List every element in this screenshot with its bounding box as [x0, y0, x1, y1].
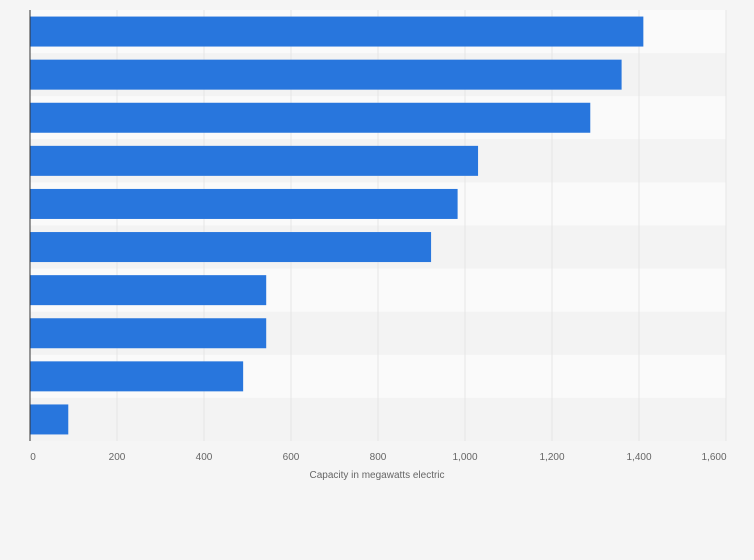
bar[interactable]: [30, 16, 644, 47]
x-tick-label: 1,200: [539, 452, 564, 463]
bar[interactable]: [30, 361, 244, 392]
bar[interactable]: [30, 318, 267, 349]
x-tick-label: 800: [370, 452, 387, 463]
x-tick-label: 1,400: [626, 452, 651, 463]
bar[interactable]: [30, 404, 69, 435]
x-axis-title: Capacity in megawatts electric: [309, 470, 444, 481]
bars: [30, 16, 644, 435]
bar[interactable]: [30, 59, 622, 90]
x-tick-label: 200: [109, 452, 126, 463]
bar[interactable]: [30, 102, 591, 133]
x-tick-label: 1,000: [452, 452, 477, 463]
x-tick-label: 600: [283, 452, 300, 463]
bar[interactable]: [30, 275, 267, 306]
x-tick-label: 0: [30, 452, 36, 463]
bar[interactable]: [30, 145, 479, 176]
x-tick-label: 1,600: [701, 452, 726, 463]
x-tick-labels: 0 200 400 600 800 1,000 1,200 1,400 1,600: [30, 452, 727, 463]
bar[interactable]: [30, 232, 432, 263]
bar[interactable]: [30, 188, 458, 219]
x-tick-label: 400: [196, 452, 213, 463]
